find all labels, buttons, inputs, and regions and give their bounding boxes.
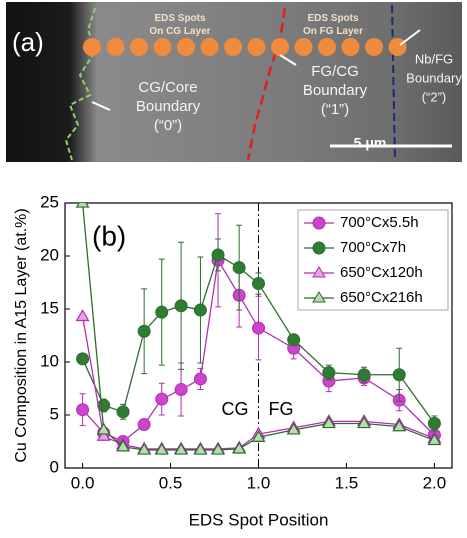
- page: (a) EDS SpotsOn CG Layer EDS SpotsOn FG …: [0, 0, 467, 533]
- circle-marker: [253, 278, 265, 290]
- eds-spot: [295, 38, 313, 56]
- eds-spot: [365, 38, 383, 56]
- boundary-label-line: FG/CG: [311, 63, 359, 80]
- region-label: FG: [269, 399, 294, 419]
- panel-label: (a): [12, 27, 44, 57]
- circle-marker: [138, 325, 150, 337]
- eds-spot: [154, 38, 172, 56]
- legend-marker: [313, 217, 325, 229]
- y-tick-label: 0: [50, 457, 59, 476]
- boundary-label-line: CG/Core: [138, 79, 197, 96]
- circle-marker: [194, 373, 206, 385]
- circle-marker: [175, 300, 187, 312]
- eds-spot: [318, 38, 336, 56]
- legend-label: 700°Cx7h: [340, 239, 406, 256]
- circle-marker: [358, 369, 370, 381]
- circle-marker: [428, 417, 440, 429]
- eds-spot: [107, 38, 125, 56]
- circle-marker: [233, 262, 245, 274]
- boundary-label-line: Boundary: [303, 82, 368, 99]
- circle-marker: [117, 406, 129, 418]
- eds-spot: [248, 38, 266, 56]
- x-tick-label: 1.5: [335, 473, 359, 492]
- x-tick-label: 0.0: [71, 473, 95, 492]
- circle-marker: [156, 393, 168, 405]
- y-axis-label: Cu Composition in A15 Layer (at.%): [13, 208, 30, 462]
- y-tick-label: 20: [40, 245, 59, 264]
- x-axis-label: EDS Spot Position: [189, 510, 329, 529]
- figure: (a) EDS SpotsOn CG Layer EDS SpotsOn FG …: [0, 0, 467, 533]
- chart: 0 5 10 15 20 25 0.0 0.5 1.0 1.5 2.0 EDS Spot Positi…: [13, 192, 452, 529]
- circle-marker: [194, 304, 206, 316]
- boundary-label-line: (“2”): [422, 89, 447, 104]
- y-tick-label: 25: [40, 192, 59, 211]
- x-tick-label: 2.0: [423, 473, 447, 492]
- eds-spot: [224, 38, 242, 56]
- circle-marker: [288, 334, 300, 346]
- triangle-marker: [77, 197, 89, 207]
- boundary-label-line: Boundary: [136, 98, 201, 115]
- circle-marker: [393, 369, 405, 381]
- eds-spot: [342, 38, 360, 56]
- boundary-label-line: (“0”): [154, 117, 182, 134]
- eds-spot: [83, 38, 101, 56]
- circle-marker: [77, 353, 89, 365]
- circle-marker: [156, 306, 168, 318]
- legend-label: 700°Cx5.5h: [340, 214, 419, 231]
- boundary-label-line: (“1”): [321, 101, 349, 118]
- x-tick-label: 1.0: [247, 473, 271, 492]
- eds-spot: [177, 38, 195, 56]
- legend: 700°Cx5.5h 700°Cx7h 650°Cx120h 650°Cx216h: [298, 210, 448, 310]
- region-label: CG: [222, 399, 249, 419]
- y-tick-label: 15: [40, 298, 59, 317]
- scale-label: 5 μm: [354, 135, 387, 151]
- eds-spot: [201, 38, 219, 56]
- legend-label: 650°Cx120h: [340, 264, 423, 281]
- circle-marker: [323, 367, 335, 379]
- annotation: (b): [92, 220, 126, 251]
- eds-spot: [130, 38, 148, 56]
- x-tick-label: 0.5: [159, 473, 183, 492]
- eds-spot: [389, 38, 407, 56]
- circle-marker: [138, 419, 150, 431]
- legend-label: 650°Cx216h: [340, 289, 423, 306]
- circle-marker: [77, 404, 89, 416]
- eds-spot: [271, 38, 289, 56]
- y-tick-label: 10: [40, 351, 59, 370]
- triangle-marker: [77, 310, 89, 320]
- y-tick-label: 5: [50, 404, 59, 423]
- circle-marker: [253, 322, 265, 334]
- boundary-label-line: Boundary: [406, 70, 462, 85]
- circle-marker: [175, 384, 187, 396]
- legend-marker: [313, 242, 325, 254]
- circle-marker: [212, 249, 224, 261]
- boundary-label-line: Nb/FG: [415, 51, 453, 66]
